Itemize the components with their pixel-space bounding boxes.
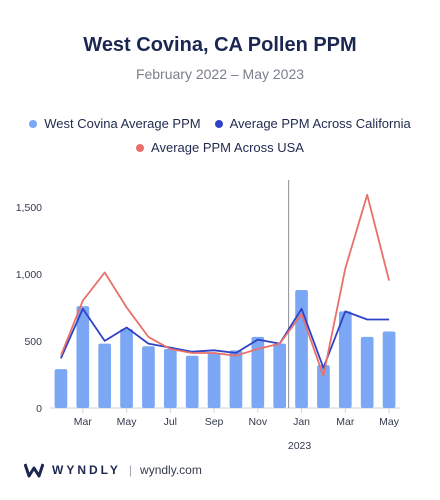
x-tick-label: Sep [205, 416, 224, 428]
legend-swatch-west-covina [29, 119, 38, 128]
footer: WYNDLY | wyndly.com [24, 462, 202, 478]
legend-item-west-covina: West Covina Average PPM [29, 116, 201, 131]
line-california [60, 307, 390, 369]
bar-west-covina [76, 306, 90, 408]
legend-item-usa: Average PPM Across USA [136, 140, 304, 155]
chart-title: West Covina, CA Pollen PPM [83, 34, 357, 56]
bar-west-covina [120, 328, 133, 408]
legend-label-california: Average PPM Across California [229, 116, 411, 131]
y-tick-label: 1,000 [16, 269, 42, 281]
bar-west-covina [207, 353, 221, 408]
legend-label-usa: Average PPM Across USA [151, 140, 304, 155]
x-tick-label: Mar [336, 416, 355, 428]
bar-west-covina [273, 343, 287, 408]
line-usa [60, 193, 390, 377]
legend-item-california: Average PPM Across California [214, 116, 411, 131]
legend-swatch-california [214, 119, 223, 128]
bar-west-covina [360, 336, 374, 408]
x-tick-label: Jan [293, 416, 310, 428]
bar-west-covina [163, 348, 177, 408]
x-tick-label: May [379, 416, 400, 428]
bar-west-covina [251, 336, 265, 408]
footer-separator: | [128, 463, 133, 477]
bar-west-covina [98, 343, 112, 408]
x-tick-label: Mar [74, 416, 93, 428]
wyndly-logo-icon [24, 463, 44, 478]
y-tick-label: 1,500 [16, 202, 42, 214]
x-tick-label: Jul [164, 416, 177, 428]
bar-west-covina [382, 331, 396, 408]
chart-subtitle: February 2022 – May 2023 [135, 66, 305, 82]
bar-west-covina [338, 311, 352, 408]
x-tick-label: May [117, 416, 138, 428]
y-tick-label: 0 [36, 403, 42, 415]
bar-west-covina [142, 346, 155, 408]
bar-west-covina [317, 365, 330, 408]
bar-west-covina [229, 350, 243, 408]
year-label: 2023 [288, 440, 312, 452]
legend-row-2: Average PPM Across USA [0, 140, 440, 155]
x-tick-label: Nov [248, 416, 267, 428]
y-tick-label: 500 [24, 336, 42, 348]
legend-row-1: West Covina Average PPM Average PPM Acro… [0, 116, 440, 131]
legend-swatch-usa [136, 143, 145, 152]
brand-name: WYNDLY [52, 463, 121, 477]
bar-west-covina [54, 369, 68, 408]
footer-site: wyndly.com [140, 463, 202, 477]
legend-label-west-covina: West Covina Average PPM [44, 116, 201, 131]
bar-west-covina [185, 355, 199, 408]
chart-plot: 0 500 1,000 1,500 Mar May Jul Sep Nov Jan Mar May 20… [16, 180, 400, 452]
bar-west-covina [295, 289, 308, 408]
